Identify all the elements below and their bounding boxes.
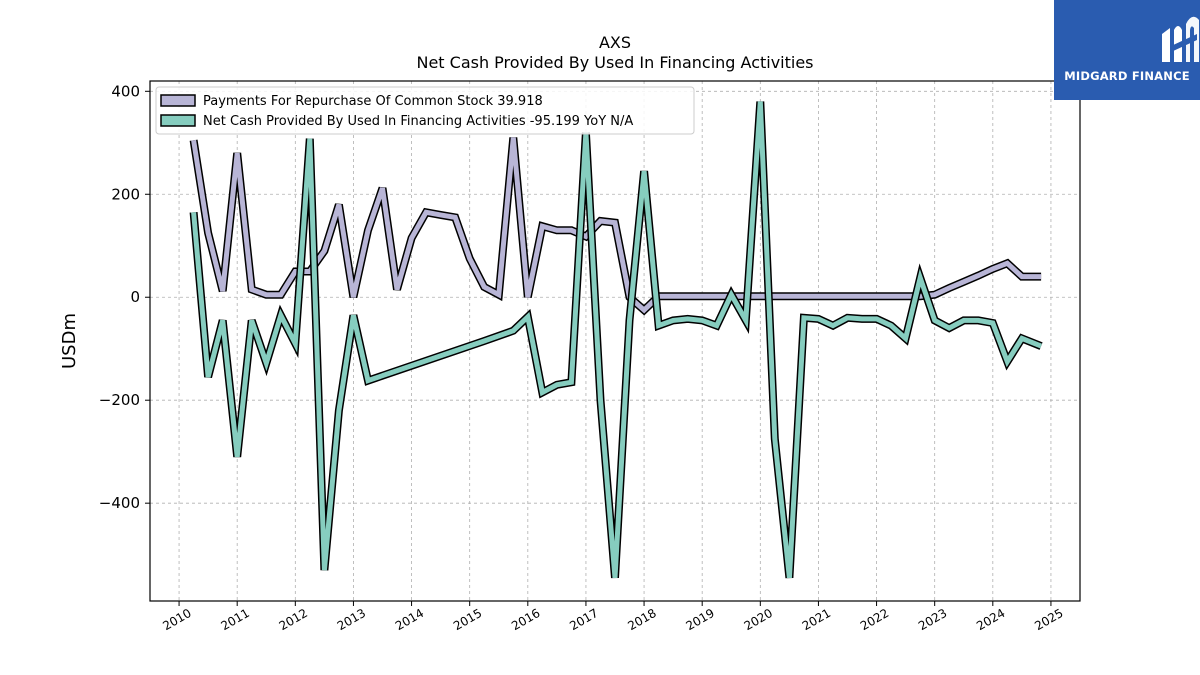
y-tick-label: 0 xyxy=(130,288,140,306)
series-line-financing xyxy=(191,101,1043,579)
x-tick-label: 2010 xyxy=(160,606,193,633)
y-tick-label: 400 xyxy=(111,82,140,100)
brand-name: MIDGARD FINANCE xyxy=(1064,69,1190,83)
x-tick-label: 2015 xyxy=(451,606,484,633)
x-tick-label: 2025 xyxy=(1032,606,1065,633)
x-tick-label: 2013 xyxy=(335,606,368,633)
y-axis: −400 −200 0 200 400 xyxy=(99,82,150,512)
series-lines xyxy=(189,101,1043,579)
x-tick-label: 2021 xyxy=(800,606,833,633)
x-tick-label: 2019 xyxy=(683,606,716,633)
legend-label-repurchase: Payments For Repurchase Of Common Stock … xyxy=(203,94,543,109)
x-tick-label: 2016 xyxy=(509,606,542,633)
y-tick-label: −400 xyxy=(99,494,140,512)
series-line-repurchase xyxy=(191,137,1042,314)
chart-subtitle: Net Cash Provided By Used In Financing A… xyxy=(416,53,813,72)
x-tick-label: 2017 xyxy=(567,606,600,633)
y-tick-label: 200 xyxy=(111,185,140,203)
x-tick-label: 2022 xyxy=(858,606,891,633)
x-tick-label: 2020 xyxy=(742,606,775,633)
x-tick-label: 2011 xyxy=(218,606,251,633)
x-tick-label: 2023 xyxy=(916,606,949,633)
legend-box xyxy=(155,86,695,135)
legend-label-financing: Net Cash Provided By Used In Financing A… xyxy=(203,114,633,129)
y-axis-label: USDm xyxy=(59,313,80,369)
chart-title: AXS xyxy=(599,33,631,52)
x-tick-label: 2024 xyxy=(974,606,1007,633)
x-axis: 2010 2011 2012 2013 2014 2015 2016 2017 2018 2019… xyxy=(160,601,1066,633)
legend: Payments For Repurchase Of Common Stock … xyxy=(155,86,695,135)
legend-swatch-repurchase xyxy=(160,94,196,107)
x-tick-label: 2012 xyxy=(277,606,310,633)
y-tick-label: −200 xyxy=(99,391,140,409)
midgard-m-icon xyxy=(1162,16,1199,62)
x-tick-label: 2014 xyxy=(393,606,426,633)
brand-logo: MIDGARD FINANCE xyxy=(1054,0,1200,100)
x-tick-label: 2018 xyxy=(625,606,658,633)
plot-frame xyxy=(149,80,1081,602)
legend-swatch-financing xyxy=(160,114,196,127)
